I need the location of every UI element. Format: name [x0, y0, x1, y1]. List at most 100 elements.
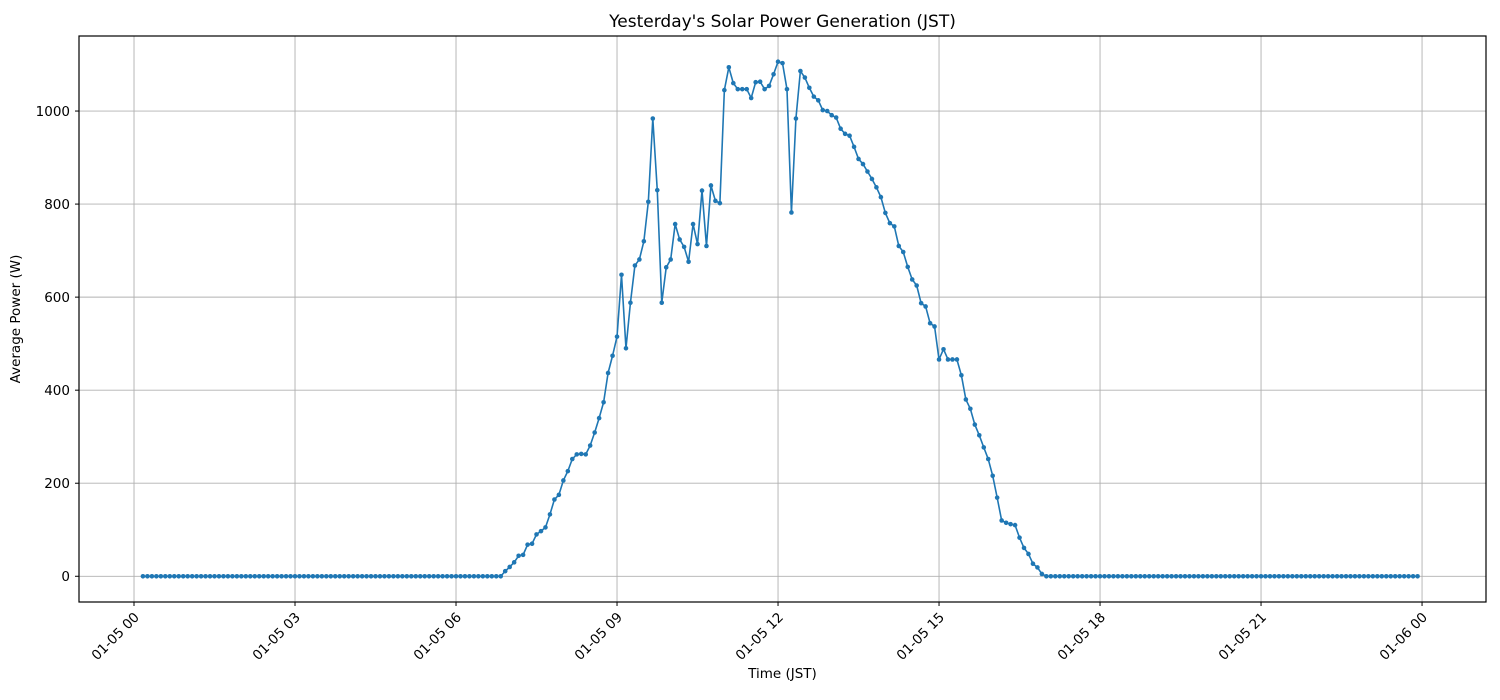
data-point-marker [1298, 573, 1304, 579]
data-point-marker [1182, 573, 1188, 579]
data-point-marker [1187, 573, 1192, 579]
data-point-marker [731, 80, 736, 86]
data-point-marker [444, 573, 450, 579]
data-point-marker [811, 94, 817, 99]
data-point-marker [297, 573, 302, 579]
data-point-marker [1048, 573, 1054, 579]
data-point-marker [1169, 573, 1174, 579]
y-tick-label: 200 [44, 476, 70, 492]
data-point-marker [1245, 573, 1250, 579]
data-point-marker [699, 188, 705, 193]
data-point-marker [176, 573, 182, 579]
data-point-marker [1392, 573, 1398, 579]
data-point-marker [400, 573, 405, 579]
data-point-marker [324, 573, 329, 579]
data-point-marker [941, 346, 946, 352]
data-point-marker [976, 433, 982, 438]
data-point-marker [1406, 573, 1411, 579]
data-point-marker [1276, 573, 1282, 579]
data-point-marker [802, 75, 808, 80]
data-point-marker [145, 573, 150, 579]
data-point-marker [570, 456, 575, 462]
data-point-marker [534, 532, 539, 537]
data-point-marker [350, 573, 356, 579]
data-point-marker [440, 573, 445, 579]
data-point-marker [328, 573, 334, 579]
x-tick-label: 01-05 18 [1055, 610, 1109, 664]
data-point-marker [256, 573, 262, 579]
data-point-marker [1012, 522, 1018, 528]
data-point-marker [878, 194, 884, 200]
data-point-marker [239, 573, 244, 579]
data-point-marker [1003, 520, 1009, 526]
data-point-marker [851, 144, 857, 150]
data-point-marker [909, 277, 915, 282]
x-tick-label: 01-05 21 [1216, 610, 1270, 664]
data-point-marker [583, 452, 589, 457]
data-point-marker [265, 573, 271, 579]
data-point-marker [1111, 573, 1116, 579]
data-point-marker [829, 112, 834, 118]
data-point-marker [1057, 573, 1063, 579]
data-point-marker [1343, 573, 1349, 579]
data-point-marker [1272, 573, 1277, 579]
data-point-marker [341, 573, 347, 579]
data-point-marker [431, 573, 436, 579]
data-point-marker [1227, 573, 1233, 579]
data-point-marker [659, 300, 665, 306]
chart-title: Yesterday's Solar Power Generation (JST) [608, 12, 956, 32]
data-point-marker [900, 249, 906, 255]
data-point-marker [489, 573, 495, 579]
data-point-marker [1316, 573, 1322, 579]
data-point-marker [1115, 573, 1121, 579]
data-point-marker [1106, 573, 1112, 579]
data-point-marker [918, 300, 924, 306]
data-point-marker [1137, 573, 1143, 579]
data-point-marker [950, 357, 955, 362]
data-point-marker [1079, 573, 1085, 579]
grid-lines [79, 36, 1486, 602]
data-point-marker [194, 573, 199, 579]
data-point-marker [292, 573, 298, 579]
data-point-marker [306, 573, 311, 579]
data-point-marker [1339, 573, 1344, 579]
data-point-marker [252, 573, 258, 579]
data-point-marker [1066, 573, 1072, 579]
data-point-marker [815, 98, 821, 103]
data-point-marker [409, 573, 414, 579]
data-point-marker [1008, 521, 1013, 527]
data-point-marker [154, 573, 159, 579]
data-point-marker [762, 86, 767, 92]
data-point-marker [346, 573, 351, 579]
data-point-marker [561, 478, 566, 483]
data-point-marker [574, 452, 580, 457]
data-point-marker [426, 573, 432, 579]
data-point-marker [628, 300, 633, 306]
data-point-marker [1209, 573, 1215, 579]
data-point-marker [936, 357, 942, 362]
data-point-marker [337, 573, 343, 579]
data-point-marker [1240, 573, 1246, 579]
data-point-marker [1307, 573, 1313, 579]
data-point-marker [646, 199, 651, 205]
data-point-marker [1218, 573, 1224, 579]
data-point-marker [225, 573, 231, 579]
data-point-marker [1370, 573, 1376, 579]
data-point-marker [623, 346, 629, 351]
data-point-marker [359, 573, 365, 579]
data-point-marker [963, 397, 969, 402]
data-point-marker [780, 60, 785, 66]
data-point-marker [677, 237, 682, 242]
data-point-marker [985, 456, 991, 462]
data-point-marker [753, 79, 758, 85]
data-point-marker [198, 573, 204, 579]
data-point-marker [641, 239, 647, 244]
data-point-marker [485, 573, 490, 579]
data-point-marker [319, 573, 325, 579]
data-point-marker [140, 573, 146, 579]
data-point-marker [525, 542, 530, 547]
data-point-marker [498, 573, 504, 579]
axes-layer [75, 35, 1487, 606]
data-point-marker [377, 573, 383, 579]
